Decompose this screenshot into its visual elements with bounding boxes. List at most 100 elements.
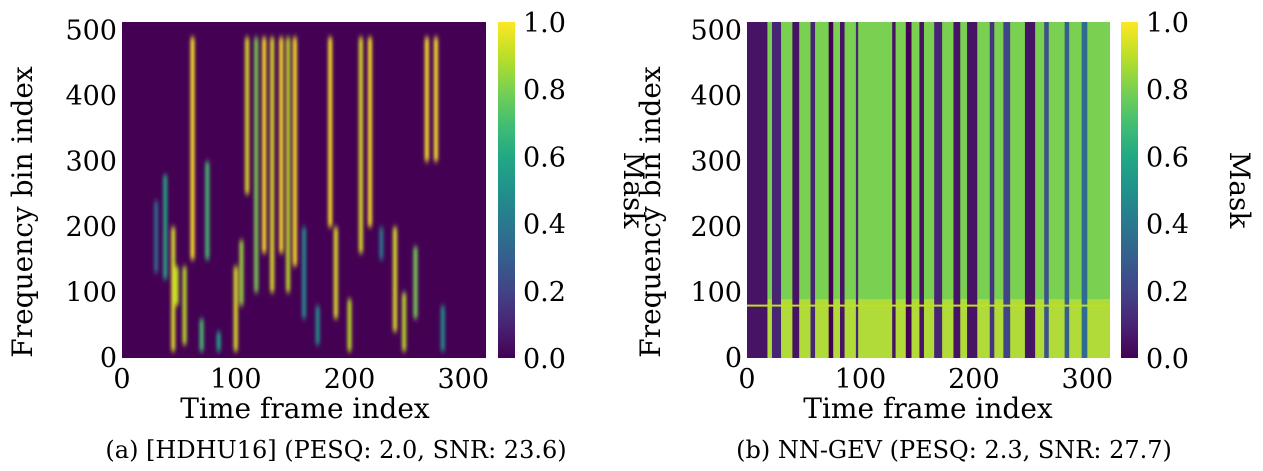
activation-13 (262, 37, 267, 254)
activation-3 (174, 266, 179, 306)
panel-a-ylabel: Frequency bin index (6, 66, 39, 358)
dark-column-3 (810, 22, 816, 358)
activation-27 (402, 292, 407, 352)
dark-column-10 (934, 22, 943, 358)
panel-a-colorbar-ticks: 0.0 0.2 0.4 0.6 0.8 1.0 (523, 8, 566, 375)
colorbar-tick-label: 0.6 (523, 142, 566, 173)
x-tick-label: 300 (437, 364, 489, 395)
x-tick-label: 0 (738, 364, 755, 395)
activation-20 (328, 37, 333, 228)
dark-column-16 (1044, 22, 1049, 358)
panel-a-yticks: 0 100 200 300 400 500 (65, 16, 117, 374)
activation-29 (424, 37, 429, 162)
panel-b-xticks: 0 100 200 300 (738, 364, 1113, 395)
y-tick-label: 300 (690, 147, 742, 178)
activation-0 (154, 200, 159, 273)
x-tick-label: 200 (948, 364, 1000, 395)
panel-b: Frequency bin index 0 100 200 300 0 100 200 30… (634, 8, 1256, 464)
dark-column-13 (989, 22, 995, 358)
dark-column-18 (1081, 22, 1088, 358)
panel-a-xlabel: Time frame index (180, 392, 430, 425)
y-tick-label: 100 (690, 278, 742, 309)
x-tick-label: 200 (324, 364, 376, 395)
activation-1 (163, 174, 168, 280)
activation-2 (171, 227, 176, 352)
colorbar-tick-label: 0.8 (1146, 75, 1189, 106)
dark-column-12 (967, 22, 978, 358)
y-tick-label: 0 (725, 343, 742, 374)
x-tick-label: 100 (835, 364, 887, 395)
y-tick-label: 200 (690, 212, 742, 243)
colorbar-tick-label: 0.2 (523, 277, 566, 308)
dark-column-1 (771, 22, 782, 358)
dark-column-14 (1003, 22, 1011, 358)
colorbar-tick-label: 0.2 (1146, 277, 1189, 308)
dark-column-17 (1064, 22, 1070, 358)
activation-7 (205, 161, 210, 260)
colorbar-tick-label: 1.0 (1146, 8, 1189, 39)
activation-30 (433, 37, 438, 162)
x-tick-label: 0 (113, 364, 130, 395)
activation-8 (216, 331, 221, 352)
activation-10 (239, 240, 244, 306)
panel-a: Frequency bin index 0 100 200 300 0 100 200 30… (6, 8, 650, 464)
colorbar-tick-label: 0.6 (1146, 142, 1189, 173)
activation-25 (379, 227, 384, 260)
y-tick-label: 300 (65, 147, 117, 178)
activation-9 (233, 266, 238, 352)
activation-23 (358, 37, 363, 254)
colorbar-tick-label: 1.0 (523, 8, 566, 39)
dark-column-0 (747, 22, 768, 358)
y-tick-label: 500 (690, 16, 742, 47)
panel-a-marks (154, 37, 445, 352)
y-tick-label: 500 (65, 16, 117, 47)
panel-b-yticks: 0 100 200 300 400 500 (690, 16, 742, 374)
panel-b-colorbar-ticks: 0.0 0.2 0.4 0.6 0.8 1.0 (1146, 8, 1189, 375)
x-tick-label: 300 (1062, 364, 1114, 395)
y-tick-label: 200 (65, 212, 117, 243)
activation-31 (440, 305, 445, 352)
colorbar-tick-label: 0.4 (523, 210, 566, 241)
panel-a-colorbar (498, 22, 515, 358)
activation-19 (315, 305, 320, 345)
low-frequency-band (747, 299, 1110, 358)
y-tick-label: 400 (690, 81, 742, 112)
dark-column-5 (840, 22, 845, 358)
activation-12 (254, 37, 259, 293)
colorbar-tick-label: 0.0 (523, 344, 566, 375)
panel-a-caption: (a) [HDHU16] (PESQ: 2.0, SNR: 23.6) (105, 436, 566, 464)
panel-a-xticks: 0 100 200 300 (113, 364, 489, 395)
activation-15 (279, 37, 284, 254)
activation-11 (245, 37, 250, 195)
activation-26 (393, 227, 397, 332)
panel-a-colorbar-label: Mask (617, 152, 650, 230)
dark-column-7 (892, 22, 896, 358)
activation-22 (347, 299, 352, 352)
panel-b-caption: (b) NN-GEV (PESQ: 2.3, SNR: 27.7) (736, 436, 1172, 464)
activation-18 (302, 227, 306, 319)
activation-21 (333, 227, 338, 319)
activation-4 (182, 266, 187, 345)
dark-column-4 (828, 22, 834, 358)
activation-5 (190, 37, 195, 260)
panel-b-xlabel: Time frame index (803, 392, 1053, 425)
activation-6 (199, 318, 204, 352)
dark-column-6 (855, 22, 859, 358)
y-tick-label: 400 (65, 81, 117, 112)
activation-17 (292, 37, 297, 267)
dark-column-15 (1024, 22, 1036, 358)
dark-column-9 (919, 22, 924, 358)
panel-b-ylabel: Frequency bin index (634, 66, 667, 358)
y-tick-label: 0 (100, 343, 117, 374)
dark-column-11 (953, 22, 961, 358)
x-tick-label: 100 (210, 364, 262, 395)
colorbar-tick-label: 0.0 (1146, 344, 1189, 375)
activation-16 (286, 37, 291, 293)
frequency-stripe (747, 304, 1110, 307)
colorbar-tick-label: 0.8 (523, 75, 566, 106)
dark-column-8 (905, 22, 912, 358)
activation-24 (367, 37, 372, 228)
panel-b-marks (747, 22, 1110, 358)
panel-b-colorbar-label: Mask (1223, 152, 1256, 230)
